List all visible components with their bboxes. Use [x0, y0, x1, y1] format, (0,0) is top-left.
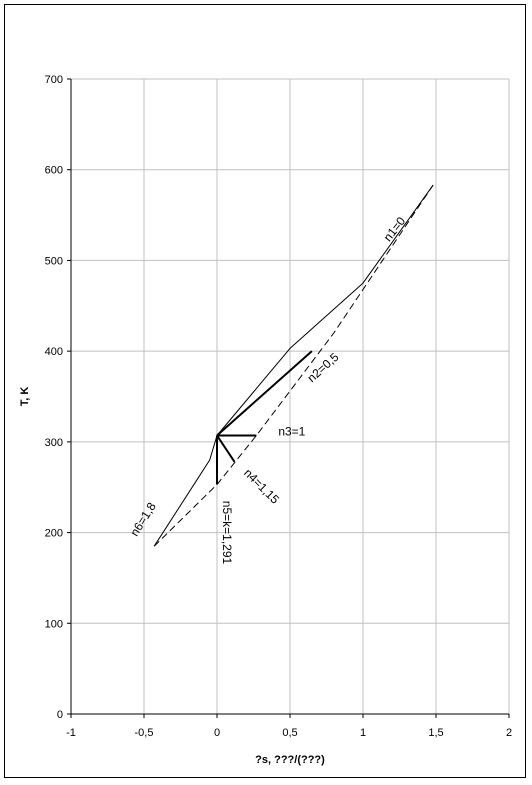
x-tick-label: 0,5 — [282, 727, 297, 739]
y-tick-label: 500 — [45, 255, 63, 267]
series-group — [153, 184, 434, 547]
y-tick-label: 700 — [45, 74, 63, 86]
y-tick-label: 400 — [45, 346, 63, 358]
series-line-7 — [153, 184, 434, 547]
x-tick-label: -0,5 — [135, 727, 154, 739]
x-tick-label: 1,5 — [428, 727, 443, 739]
series-line-6 — [153, 435, 218, 547]
series-line-1 — [216, 184, 434, 436]
x-axis-title: ?s, ???/(???) — [255, 754, 325, 766]
annotation-n4: n4=1,15 — [241, 466, 282, 507]
y-tick-label: 200 — [45, 528, 63, 540]
y-tick-label: 0 — [57, 709, 63, 721]
x-tick-label: -1 — [66, 727, 76, 739]
y-tick-label: 100 — [45, 618, 63, 630]
series-line-4 — [216, 434, 236, 463]
x-tick-label: 1 — [360, 727, 366, 739]
x-tick-label: 2 — [506, 727, 512, 739]
annotation-n5: n5=k=1,291 — [220, 501, 234, 565]
annotation-n3: n3=1 — [278, 425, 305, 439]
x-tick-label: 0 — [214, 727, 220, 739]
y-axis-title: T, K — [19, 387, 31, 407]
y-tick-label: 600 — [45, 165, 63, 177]
series-line-2 — [216, 350, 313, 437]
grid — [71, 78, 510, 714]
annotation-n1: n1=0 — [381, 214, 409, 244]
axes: -1 -0,5 0 0,5 1 1,5 2 0 100 200 300 400 500 600 700 ?s,… — [19, 74, 512, 766]
annotation-n2: n2=0,5 — [305, 350, 342, 385]
chart-frame — [4, 4, 526, 778]
y-tick-label: 300 — [45, 437, 63, 449]
